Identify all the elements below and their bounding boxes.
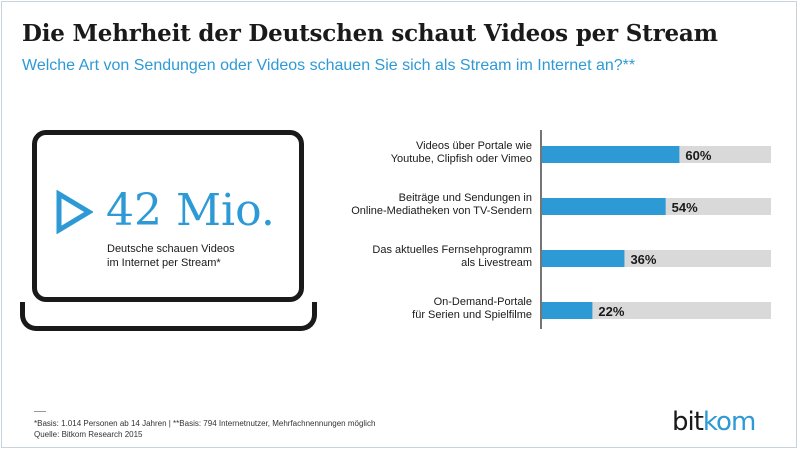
chart-title: Die Mehrheit der Deutschen schaut Videos… bbox=[22, 20, 718, 47]
category-label-3-line2: für Serien und Spielfilme bbox=[412, 309, 532, 321]
category-label-2-line1: Das aktuelles Fernsehprogramm bbox=[372, 244, 532, 256]
monitor-stand bbox=[20, 302, 317, 331]
category-label-0-line2: Youtube, Clipfish oder Vimeo bbox=[391, 153, 532, 165]
category-label-2-line2: als Livestream bbox=[461, 257, 532, 269]
bar-0 bbox=[542, 146, 680, 163]
monitor-icon bbox=[32, 130, 304, 302]
chart-subtitle: Welche Art von Sendungen oder Videos sch… bbox=[22, 57, 636, 74]
bar-value-label-3: 22% bbox=[598, 304, 624, 319]
bar-3 bbox=[542, 302, 593, 319]
logo-part-bit: bit bbox=[672, 407, 704, 437]
footnote: *Basis: 1.014 Personen ab 14 Jahren | **… bbox=[34, 418, 375, 440]
bar-2 bbox=[542, 250, 625, 267]
highlight-caption-line2: im Internet per Stream* bbox=[107, 257, 221, 269]
category-label-3-line1: On-Demand-Portale bbox=[434, 296, 532, 308]
category-label-0-line1: Videos über Portale wie bbox=[416, 140, 532, 152]
play-icon bbox=[56, 190, 93, 234]
bar-track-3 bbox=[542, 302, 771, 319]
highlight-caption: Deutsche schauen Videos im Internet per … bbox=[107, 242, 297, 270]
bar-value-label-1: 54% bbox=[672, 200, 698, 215]
bar-value-label-0: 60% bbox=[685, 148, 711, 163]
bar-1 bbox=[542, 198, 666, 215]
footnote-source: Quelle: Bitkom Research 2015 bbox=[34, 430, 143, 439]
category-label-1-line2: Online-Mediatheken von TV-Sendern bbox=[351, 205, 532, 217]
footnote-divider bbox=[34, 411, 46, 412]
highlight-number: 42 Mio. bbox=[106, 185, 275, 236]
category-label-1-line1: Beiträge und Sendungen in bbox=[399, 192, 532, 204]
bar-value-label-2: 36% bbox=[630, 252, 656, 267]
highlight-caption-line1: Deutsche schauen Videos bbox=[107, 243, 235, 255]
bitkom-logo: bitkom bbox=[672, 407, 756, 437]
logo-part-kom: kom bbox=[702, 407, 756, 437]
footnote-basis: *Basis: 1.014 Personen ab 14 Jahren | **… bbox=[34, 419, 376, 428]
